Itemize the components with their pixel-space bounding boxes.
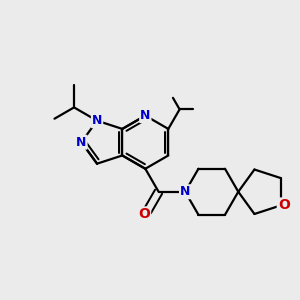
Text: N: N <box>140 109 151 122</box>
Text: N: N <box>76 136 87 149</box>
Text: N: N <box>92 114 102 127</box>
Text: O: O <box>138 207 150 221</box>
Text: O: O <box>278 199 290 212</box>
Text: N: N <box>180 185 190 198</box>
